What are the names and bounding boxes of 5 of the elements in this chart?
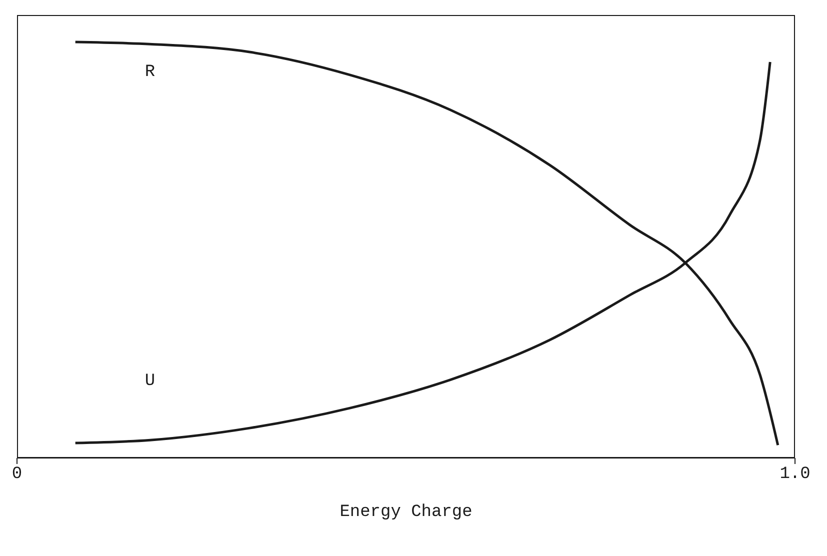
series-label: R [144,63,156,82]
text: U [144,372,156,392]
x-tick-label: 1.0 [780,465,810,484]
x-tick-label: 0 [12,465,22,484]
x-axis-title: Energy Charge [340,503,472,522]
